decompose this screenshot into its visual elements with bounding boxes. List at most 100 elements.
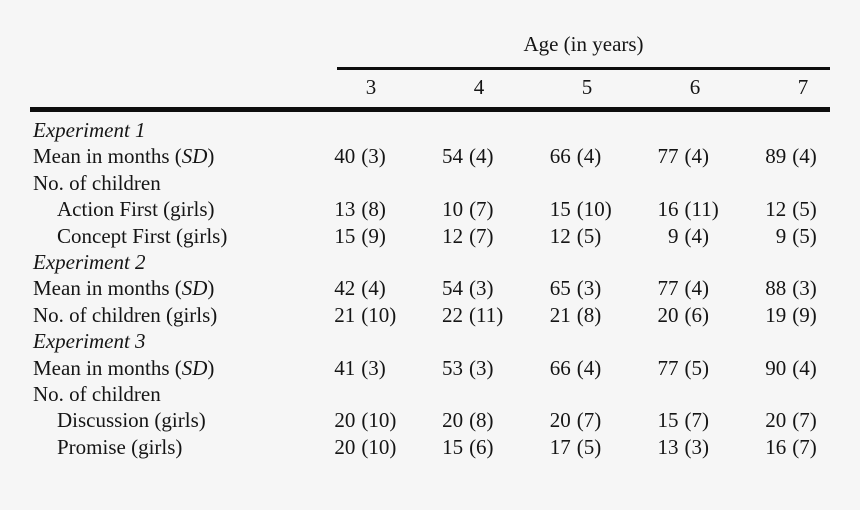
table-cell: 77 (4) xyxy=(653,275,761,301)
row-label: Promise (girls) xyxy=(57,434,183,459)
cell-sd: (4) xyxy=(684,144,710,169)
cell-sd: (7) xyxy=(469,223,494,248)
cell-value: 17 xyxy=(549,434,571,459)
table-row-plain: No. of children xyxy=(33,381,860,407)
table-cell: 15 (6) xyxy=(437,434,545,460)
cell-sd: (3) xyxy=(576,276,602,301)
table-row-section: Experiment 1 xyxy=(33,117,860,143)
table-cell: 20 (7) xyxy=(760,407,860,433)
cell-value: 53 xyxy=(442,355,464,380)
table-cell: 41 (3) xyxy=(329,355,437,381)
cell-sd: (4) xyxy=(576,355,602,380)
table-cell: 21 (10) xyxy=(329,302,437,328)
cell-sd: (3) xyxy=(684,434,710,459)
cell-value: 12 xyxy=(765,197,787,222)
table-cell: 40 (3) xyxy=(329,143,437,169)
table-cell: 77 (5) xyxy=(653,355,761,381)
cell-value: 13 xyxy=(657,434,679,459)
cell-sd: (4) xyxy=(792,355,817,380)
table-cell: 77 (4) xyxy=(653,143,761,169)
table-cell: 10 (7) xyxy=(437,196,545,222)
table-cell: 54 (3) xyxy=(437,275,545,301)
row-label: Mean in months (SD) xyxy=(33,144,215,169)
table-cell: 66 (4) xyxy=(545,355,653,381)
cell-value: 66 xyxy=(549,355,571,380)
cell-sd: (7) xyxy=(792,434,817,459)
table-cell: 89 (4) xyxy=(760,143,860,169)
table-cell: 54 (4) xyxy=(437,143,545,169)
table-cell: 16 (11) xyxy=(653,196,761,222)
cell-sd: (8) xyxy=(361,197,386,222)
cell-sd: (3) xyxy=(792,276,817,301)
cell-value: 54 xyxy=(442,276,464,301)
table-row: Action First (girls) 13 (8) 10 (7) 15 (10) … xyxy=(33,196,860,222)
cell-sd: (3) xyxy=(361,144,386,169)
cell-value: 77 xyxy=(657,276,679,301)
cell-value: 10 xyxy=(442,197,464,222)
table-cell: 66 (4) xyxy=(545,143,653,169)
cell-sd: (3) xyxy=(361,355,386,380)
cell-sd: (5) xyxy=(792,197,817,222)
cell-sd: (4) xyxy=(469,144,494,169)
cell-value: 22 xyxy=(442,302,464,327)
cell-value: 66 xyxy=(549,144,571,169)
cell-value: 16 xyxy=(657,197,679,222)
row-label: No. of children xyxy=(33,170,161,195)
row-label: Mean in months (SD) xyxy=(33,355,215,380)
table-cell: 42 (4) xyxy=(329,275,437,301)
cell-sd: (8) xyxy=(576,302,602,327)
row-label: Discussion (girls) xyxy=(57,408,206,433)
table-cell: 17 (5) xyxy=(545,434,653,460)
cell-sd: (5) xyxy=(684,355,710,380)
table-cell: 15 (9) xyxy=(329,223,437,249)
cell-value: 15 xyxy=(657,408,679,433)
cell-sd: (3) xyxy=(469,355,494,380)
table-cell: 22 (11) xyxy=(437,302,545,328)
table-row: No. of children (girls) 21 (10) 22 (11) 21… xyxy=(33,302,860,328)
cell-sd: (8) xyxy=(469,408,494,433)
age-spanner-label: Age (in years) xyxy=(523,32,644,56)
table-cell: 20 (8) xyxy=(437,407,545,433)
table-cell: 9 (4) xyxy=(653,223,761,249)
cell-sd: (4) xyxy=(361,276,386,301)
table-row: Mean in months (SD) 41 (3) 53 (3) 66 (4) 77… xyxy=(33,355,860,381)
cell-sd: (6) xyxy=(469,434,494,459)
table-cell: 88 (3) xyxy=(760,275,860,301)
row-label: Concept First (girls) xyxy=(57,223,228,248)
cell-value: 13 xyxy=(334,197,356,222)
cell-value: 21 xyxy=(334,302,356,327)
cell-sd: (9) xyxy=(361,223,386,248)
cell-sd: (7) xyxy=(684,408,710,433)
table-row: Mean in months (SD) 40 (3) 54 (4) 66 (4) 77… xyxy=(33,143,860,169)
cell-sd: (11) xyxy=(469,302,504,327)
cell-sd: (10) xyxy=(361,408,397,433)
col-header-age-7: 7 xyxy=(797,75,809,99)
cell-sd: (5) xyxy=(792,223,817,248)
cell-value: 40 xyxy=(334,144,356,169)
cell-sd: (4) xyxy=(576,144,602,169)
table-cell: 9 (5) xyxy=(760,223,860,249)
table-cell: 15 (10) xyxy=(545,196,653,222)
table-row: Concept First (girls) 15 (9) 12 (7) 12 (5) … xyxy=(33,223,860,249)
table-cell: 20 (7) xyxy=(545,407,653,433)
cell-sd: (7) xyxy=(469,197,494,222)
row-label: No. of children (girls) xyxy=(33,302,218,327)
cell-sd: (9) xyxy=(792,302,817,327)
row-label: Experiment 1 xyxy=(33,118,146,142)
col-header-age-4: 4 xyxy=(473,75,485,99)
table-cell: 21 (8) xyxy=(545,302,653,328)
cell-value: 21 xyxy=(549,302,571,327)
table-cell: 20 (10) xyxy=(329,434,437,460)
cell-sd: (10) xyxy=(361,434,397,459)
cell-sd: (4) xyxy=(684,223,710,248)
cell-value: 88 xyxy=(765,276,787,301)
cell-value: 77 xyxy=(657,144,679,169)
cell-value: 15 xyxy=(334,223,356,248)
cell-value: 41 xyxy=(334,355,356,380)
cell-sd: (11) xyxy=(684,197,719,222)
table-cell: 13 (8) xyxy=(329,196,437,222)
cell-sd: (5) xyxy=(576,434,602,459)
cell-value: 20 xyxy=(334,434,356,459)
cell-value: 42 xyxy=(334,276,356,301)
